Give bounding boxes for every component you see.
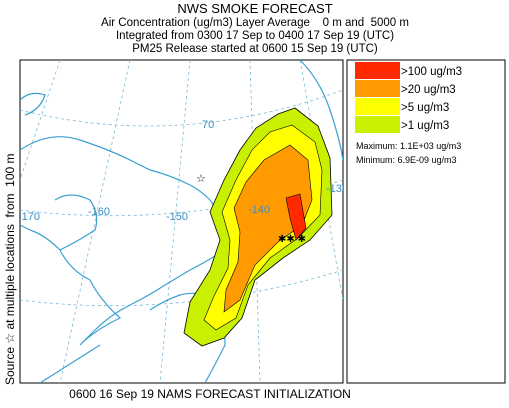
maximum: Maximum: 1.1E+03 ug/m3 bbox=[356, 141, 461, 151]
graticule bbox=[20, 269, 343, 307]
map-label: -170 bbox=[18, 211, 40, 223]
coastline bbox=[39, 344, 101, 383]
subtitle: Integrated from 0300 17 Sep to 0400 17 S… bbox=[116, 30, 394, 42]
legend-swatch bbox=[355, 80, 400, 97]
side-label: Source ☆ at multiple locations from 100 … bbox=[3, 153, 17, 385]
legend-swatch bbox=[355, 116, 400, 133]
map-label: -160 bbox=[88, 206, 110, 218]
title: NWS SMOKE FORECAST bbox=[177, 1, 332, 16]
source-star: ✱✱ ✱ bbox=[278, 234, 306, 245]
graticule bbox=[159, 60, 191, 383]
coastline bbox=[20, 136, 233, 346]
plume-level bbox=[223, 144, 313, 313]
map-label: -140 bbox=[248, 204, 270, 216]
legend-items: >100 ug/m3 >20 ug/m3 >5 ug/m3 >1 ug/m3 bbox=[355, 62, 462, 133]
subtitle: Air Concentration (ug/m3) Layer Average … bbox=[101, 17, 409, 29]
legend-swatch bbox=[355, 98, 400, 115]
graticule bbox=[59, 60, 131, 383]
subtitle: PM25 Release started at 0600 15 Sep 19 (… bbox=[132, 43, 378, 55]
legend-swatch bbox=[355, 62, 400, 79]
coastline bbox=[299, 60, 343, 161]
map-label: -130 bbox=[326, 183, 348, 195]
minimum: Minimum: 6.9E-09 ug/m3 bbox=[356, 155, 457, 165]
graticule bbox=[20, 89, 343, 127]
map-label: 70 bbox=[202, 119, 214, 131]
legend: >100 ug/m3 >20 ug/m3 >5 ug/m3 >1 ug/m3 Maxi… bbox=[346, 59, 506, 384]
plume-level bbox=[285, 193, 307, 241]
legend-label: >20 ug/m3 bbox=[401, 84, 456, 96]
footer: 0600 16 Sep 19 NAMS FORECAST INITIALIZAT… bbox=[69, 387, 351, 401]
coastline bbox=[20, 92, 46, 116]
legend-label: >100 ug/m3 bbox=[401, 66, 462, 78]
legend-label: >1 ug/m3 bbox=[401, 120, 449, 132]
source-star: ☆ bbox=[196, 173, 206, 185]
map-label: -150 bbox=[166, 211, 188, 223]
legend-label: >5 ug/m3 bbox=[401, 102, 449, 114]
coastline bbox=[54, 194, 98, 251]
map: 70 -170 -160 -150 -140 -130 ☆ ✱✱ ✱ bbox=[18, 59, 348, 384]
